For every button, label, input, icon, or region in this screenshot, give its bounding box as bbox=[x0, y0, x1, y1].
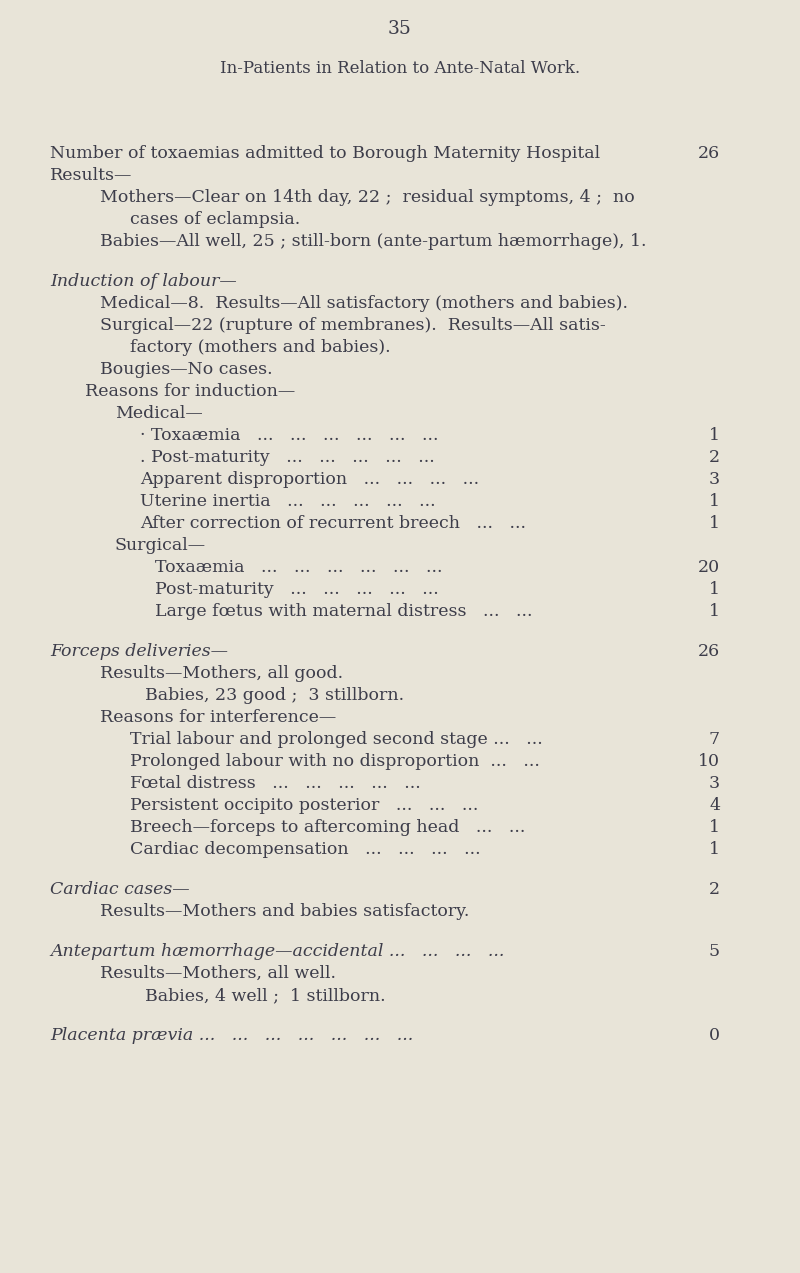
Text: Results—Mothers, all well.: Results—Mothers, all well. bbox=[100, 965, 336, 981]
Text: Uterine inertia   ...   ...   ...   ...   ...: Uterine inertia ... ... ... ... ... bbox=[140, 493, 436, 510]
Text: 10: 10 bbox=[698, 754, 720, 770]
Text: 3: 3 bbox=[709, 775, 720, 792]
Text: 26: 26 bbox=[698, 643, 720, 659]
Text: Post-maturity   ...   ...   ...   ...   ...: Post-maturity ... ... ... ... ... bbox=[155, 580, 438, 598]
Text: 26: 26 bbox=[698, 145, 720, 162]
Text: After correction of recurrent breech   ...   ...: After correction of recurrent breech ...… bbox=[140, 516, 526, 532]
Text: 1: 1 bbox=[709, 516, 720, 532]
Text: Cardiac cases—: Cardiac cases— bbox=[50, 881, 190, 897]
Text: Surgical—: Surgical— bbox=[115, 537, 206, 554]
Text: 1: 1 bbox=[709, 493, 720, 510]
Text: In-Patients in Relation to Ante-Natal Work.: In-Patients in Relation to Ante-Natal Wo… bbox=[220, 60, 580, 76]
Text: 1: 1 bbox=[709, 603, 720, 620]
Text: Induction of labour—: Induction of labour— bbox=[50, 272, 237, 290]
Text: Toxaæmia   ...   ...   ...   ...   ...   ...: Toxaæmia ... ... ... ... ... ... bbox=[155, 559, 442, 575]
Text: 20: 20 bbox=[698, 559, 720, 575]
Text: factory (mothers and babies).: factory (mothers and babies). bbox=[130, 339, 390, 356]
Text: Bougies—No cases.: Bougies—No cases. bbox=[100, 362, 273, 378]
Text: Reasons for induction—: Reasons for induction— bbox=[85, 383, 295, 400]
Text: Medical—: Medical— bbox=[115, 405, 202, 423]
Text: 1: 1 bbox=[709, 426, 720, 444]
Text: Persistent occipito posterior   ...   ...   ...: Persistent occipito posterior ... ... ..… bbox=[130, 797, 478, 813]
Text: Babies, 23 good ;  3 stillborn.: Babies, 23 good ; 3 stillborn. bbox=[145, 687, 404, 704]
Text: Mothers—Clear on 14th day, 22 ;  residual symptoms, 4 ;  no: Mothers—Clear on 14th day, 22 ; residual… bbox=[100, 188, 634, 206]
Text: Reasons for interference—: Reasons for interference— bbox=[100, 709, 336, 726]
Text: cases of eclampsia.: cases of eclampsia. bbox=[130, 211, 300, 228]
Text: 1: 1 bbox=[709, 841, 720, 858]
Text: Large fœtus with maternal distress   ...   ...: Large fœtus with maternal distress ... .… bbox=[155, 603, 533, 620]
Text: Number of toxaemias admitted to Borough Maternity Hospital: Number of toxaemias admitted to Borough … bbox=[50, 145, 600, 162]
Text: 3: 3 bbox=[709, 471, 720, 488]
Text: Forceps deliveries—: Forceps deliveries— bbox=[50, 643, 228, 659]
Text: 7: 7 bbox=[709, 731, 720, 749]
Text: 4: 4 bbox=[709, 797, 720, 813]
Text: 35: 35 bbox=[388, 20, 412, 38]
Text: Results—Mothers, all good.: Results—Mothers, all good. bbox=[100, 665, 343, 682]
Text: Breech—forceps to aftercoming head   ...   ...: Breech—forceps to aftercoming head ... .… bbox=[130, 819, 526, 836]
Text: Babies—All well, 25 ; still-born (ante-partum hæmorrhage), 1.: Babies—All well, 25 ; still-born (ante-p… bbox=[100, 233, 646, 250]
Text: 0: 0 bbox=[709, 1027, 720, 1044]
Text: Placenta prævia ...   ...   ...   ...   ...   ...   ...: Placenta prævia ... ... ... ... ... ... … bbox=[50, 1027, 414, 1044]
Text: Babies, 4 well ;  1 stillborn.: Babies, 4 well ; 1 stillborn. bbox=[145, 987, 386, 1004]
Text: Cardiac decompensation   ...   ...   ...   ...: Cardiac decompensation ... ... ... ... bbox=[130, 841, 481, 858]
Text: Surgical—22 (rupture of membranes).  Results—All satis-: Surgical—22 (rupture of membranes). Resu… bbox=[100, 317, 606, 334]
Text: · Toxaæmia   ...   ...   ...   ...   ...   ...: · Toxaæmia ... ... ... ... ... ... bbox=[140, 426, 438, 444]
Text: . Post-maturity   ...   ...   ...   ...   ...: . Post-maturity ... ... ... ... ... bbox=[140, 449, 434, 466]
Text: 2: 2 bbox=[709, 881, 720, 897]
Text: 1: 1 bbox=[709, 819, 720, 836]
Text: Prolonged labour with no disproportion  ...   ...: Prolonged labour with no disproportion .… bbox=[130, 754, 540, 770]
Text: Apparent disproportion   ...   ...   ...   ...: Apparent disproportion ... ... ... ... bbox=[140, 471, 479, 488]
Text: Antepartum hæmorrhage—accidental ...   ...   ...   ...: Antepartum hæmorrhage—accidental ... ...… bbox=[50, 943, 504, 960]
Text: Results—Mothers and babies satisfactory.: Results—Mothers and babies satisfactory. bbox=[100, 903, 470, 920]
Text: Fœtal distress   ...   ...   ...   ...   ...: Fœtal distress ... ... ... ... ... bbox=[130, 775, 421, 792]
Text: Trial labour and prolonged second stage ...   ...: Trial labour and prolonged second stage … bbox=[130, 731, 542, 749]
Text: 1: 1 bbox=[709, 580, 720, 598]
Text: 5: 5 bbox=[709, 943, 720, 960]
Text: Results—: Results— bbox=[50, 167, 132, 185]
Text: 2: 2 bbox=[709, 449, 720, 466]
Text: Medical—8.  Results—All satisfactory (mothers and babies).: Medical—8. Results—All satisfactory (mot… bbox=[100, 295, 628, 312]
